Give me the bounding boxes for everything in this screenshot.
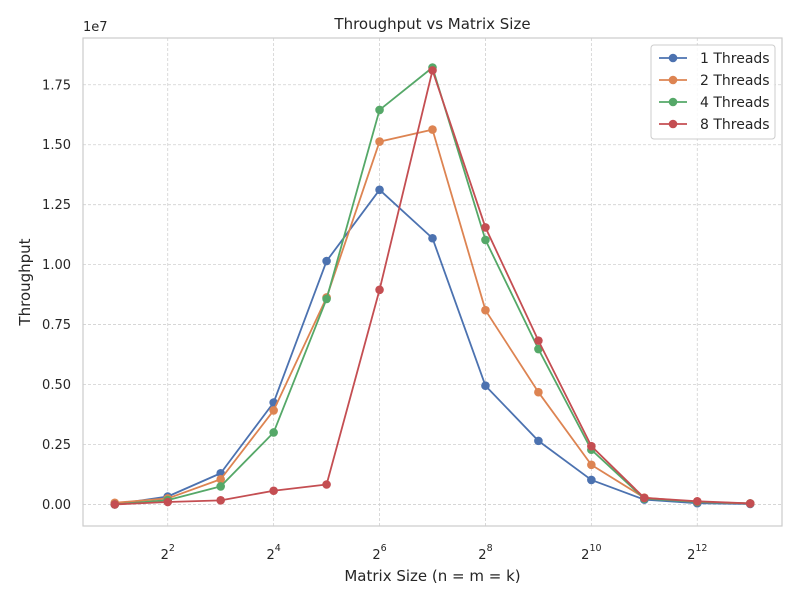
data-point — [216, 496, 225, 505]
data-point — [640, 493, 649, 503]
x-tick-label: 210 — [581, 543, 601, 563]
data-point — [534, 436, 543, 446]
y-tick-label: 1.50 — [42, 138, 71, 153]
legend-marker — [668, 53, 678, 63]
y-tick-label: 0.50 — [42, 378, 71, 393]
legend-entry: 4 Threads — [659, 95, 770, 111]
y-tick-label: 1.25 — [42, 198, 71, 213]
data-point — [375, 137, 384, 146]
legend-entry: 1 Threads — [659, 51, 770, 67]
data-point — [375, 285, 384, 295]
data-point — [110, 500, 120, 509]
data-point — [534, 387, 543, 397]
y-axis-label: Throughput — [16, 238, 34, 326]
x-tick-label: 24 — [266, 543, 280, 563]
series-1 — [110, 185, 755, 509]
legend-marker — [668, 97, 678, 107]
y-offset-label: 1e7 — [83, 20, 108, 35]
data-point — [428, 233, 437, 243]
x-tick-label: 26 — [372, 543, 386, 563]
data-point — [587, 460, 596, 470]
x-tick-label: 28 — [478, 543, 492, 563]
data-point — [322, 256, 331, 266]
data-point — [375, 105, 384, 115]
series-group — [110, 63, 755, 509]
data-point — [216, 474, 225, 484]
legend-marker — [668, 75, 678, 85]
series-2 — [110, 125, 755, 508]
legend-label: 2 Threads — [700, 73, 770, 89]
data-point — [163, 497, 173, 507]
legend-marker — [668, 119, 678, 129]
chart-title: Throughput vs Matrix Size — [333, 15, 530, 33]
y-tick-label: 0.75 — [42, 318, 71, 333]
x-axis-ticks: 22 24 26 28 210 212 — [161, 543, 708, 563]
data-point — [428, 66, 437, 75]
legend: 1 Threads 2 Threads 4 Threads 8 Threads — [650, 44, 776, 140]
data-point — [322, 480, 331, 489]
y-axis-ticks: 0.00 0.25 0.50 0.75 1.00 1.25 1.50 1.75 — [42, 78, 71, 513]
data-point — [692, 497, 702, 506]
data-point — [587, 475, 596, 485]
data-point — [481, 235, 490, 245]
y-tick-label: 0.00 — [42, 498, 71, 513]
data-point — [481, 223, 490, 232]
data-point — [216, 482, 225, 491]
data-point — [481, 305, 490, 315]
series-line — [114, 128, 751, 505]
plot-frame — [82, 37, 783, 527]
y-tick-label: 0.25 — [42, 438, 71, 453]
data-point — [269, 428, 278, 437]
x-tick-label: 22 — [161, 543, 175, 563]
data-point — [745, 499, 755, 508]
legend-entries: 1 Threads 2 Threads 4 Threads 8 Threads — [659, 51, 770, 133]
data-point — [587, 441, 596, 451]
legend-label: 8 Threads — [700, 117, 770, 133]
data-point — [428, 125, 437, 134]
legend-label: 1 Threads — [700, 51, 770, 67]
data-point — [534, 336, 543, 345]
series-4 — [110, 66, 755, 509]
x-axis-label: Matrix Size (n = m = k) — [344, 567, 520, 585]
data-point — [269, 406, 278, 415]
legend-label: 4 Threads — [700, 95, 770, 111]
data-point — [269, 486, 278, 496]
data-point — [322, 294, 331, 304]
y-tick-label: 1.75 — [42, 78, 71, 93]
legend-entry: 8 Threads — [659, 117, 770, 133]
legend-entry: 2 Threads — [659, 73, 770, 89]
y-tick-label: 1.00 — [42, 258, 71, 273]
data-point — [481, 381, 490, 391]
legend-box — [650, 44, 776, 140]
x-tick-label: 212 — [687, 543, 707, 563]
data-point — [375, 185, 384, 195]
